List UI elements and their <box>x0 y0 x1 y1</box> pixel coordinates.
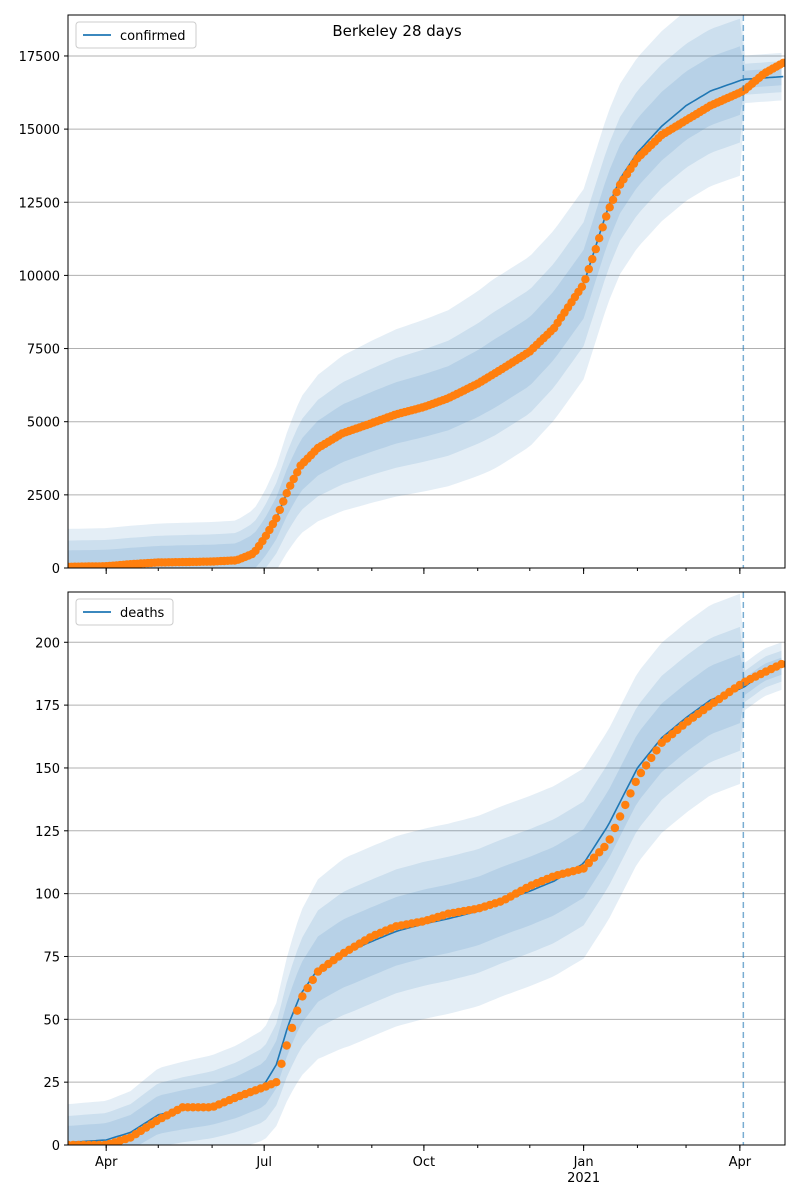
axes-frame <box>67 14 786 569</box>
observed-point <box>272 1078 281 1087</box>
uncertainty-band <box>68 593 782 1145</box>
y-tick-label: 75 <box>43 950 60 965</box>
observed-point <box>293 1006 302 1015</box>
observed-point <box>626 789 635 798</box>
legend-box <box>75 598 174 626</box>
y-tick-label: 15000 <box>19 123 60 138</box>
uncertainty-band <box>68 18 782 568</box>
uncertainty-band <box>68 626 782 1145</box>
observed-point <box>287 1023 297 1033</box>
axes-frame <box>67 591 786 1146</box>
y-tick-label: 17500 <box>19 50 60 65</box>
y-tick-label: 0 <box>52 562 60 577</box>
y-tick-label: 175 <box>35 699 60 714</box>
observed-point <box>303 983 312 993</box>
observed-point <box>308 975 317 985</box>
y-tick-label: 2500 <box>27 489 60 504</box>
legend-label: confirmed <box>120 29 186 44</box>
observed-point <box>598 223 607 232</box>
observed-point <box>631 777 640 787</box>
uncertainty-band <box>68 15 782 568</box>
observed-point <box>282 1041 291 1050</box>
observed-point <box>777 659 785 669</box>
y-tick-label: 125 <box>35 825 60 840</box>
observed-point <box>610 823 620 833</box>
legend: deaths <box>75 598 174 626</box>
y-tick-label: 150 <box>35 762 60 777</box>
y-tick-label: 25 <box>43 1076 60 1091</box>
x-tick-sublabel: 2021 <box>567 1171 600 1186</box>
uncertainty-band <box>68 46 782 568</box>
observed-point <box>581 275 590 284</box>
y-tick-label: 10000 <box>19 269 60 284</box>
chart-title: Berkeley 28 days <box>332 22 462 40</box>
y-tick-label: 5000 <box>27 416 60 431</box>
observed-point <box>621 800 630 810</box>
observed-point <box>577 282 587 291</box>
y-tick-label: 50 <box>43 1013 60 1028</box>
observed-point <box>641 761 651 770</box>
legend: confirmed <box>75 21 197 49</box>
y-tick-label: 12500 <box>19 196 60 211</box>
observed-point <box>277 1059 286 1069</box>
y-tick-label: 7500 <box>27 343 60 358</box>
observed-point <box>293 468 302 477</box>
observed-point <box>591 244 600 254</box>
x-tick-label: Apr <box>95 1155 118 1170</box>
observed-point <box>272 514 281 523</box>
legend-label: deaths <box>120 606 165 621</box>
observed-point <box>602 212 611 221</box>
observed-point <box>286 481 295 490</box>
observed-point <box>636 768 646 778</box>
observed-point <box>579 864 588 873</box>
x-tick-label: Apr <box>729 1155 752 1170</box>
observed-point <box>608 195 618 204</box>
confirmed-chart: 0 2500 5000 7500 10000 12500 15000 17500 confirm… <box>19 14 786 577</box>
y-tick-label: 0 <box>52 1139 60 1154</box>
observed-point <box>298 992 307 1001</box>
observed-point <box>584 858 593 868</box>
observed-point <box>584 264 593 274</box>
observed-point <box>600 842 609 852</box>
observed-point <box>289 474 298 484</box>
x-tick-label: Oct <box>413 1155 435 1170</box>
observed-point <box>652 746 661 755</box>
observed-point <box>647 753 656 763</box>
uncertainty-band <box>68 654 782 1145</box>
observed-point <box>615 812 625 821</box>
x-tick-label: Jul <box>255 1155 272 1170</box>
observed-point <box>595 848 604 857</box>
x-tick-label: Jan <box>573 1155 594 1170</box>
observed-point <box>595 234 604 243</box>
y-tick-label: 200 <box>35 636 60 651</box>
observed-point <box>779 58 785 67</box>
observed-point <box>605 203 614 212</box>
observed-point <box>605 835 614 844</box>
y-tick-label: 100 <box>35 888 60 903</box>
plot-area <box>68 15 785 568</box>
observed-point <box>612 188 621 197</box>
plot-area <box>68 593 785 1145</box>
legend-box <box>75 21 197 49</box>
observed-point <box>275 505 284 515</box>
observed-point <box>589 853 599 862</box>
observed-point <box>588 254 597 264</box>
observed-point <box>279 497 288 506</box>
observed-point <box>282 489 291 498</box>
